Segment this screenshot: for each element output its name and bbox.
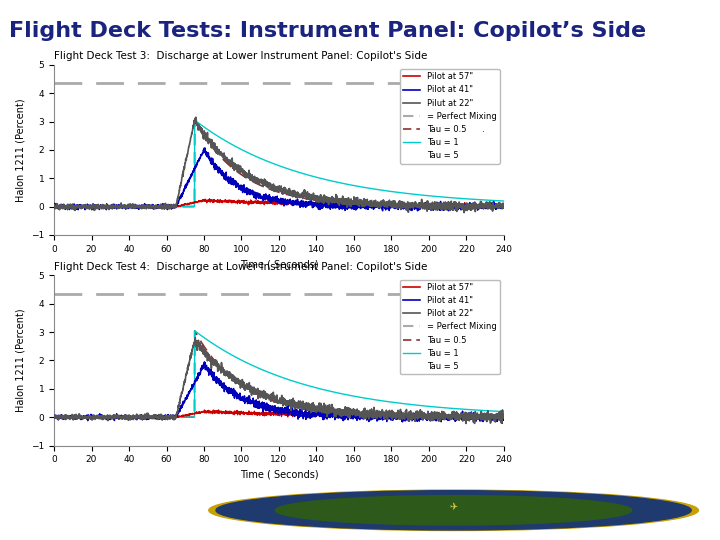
Text: Federal Aviation: Federal Aviation [504,501,600,510]
Text: Flight Deck Tests: Instrument Panel: Copilot’s Side: Flight Deck Tests: Instrument Panel: Cop… [9,21,646,41]
Circle shape [209,490,698,530]
Y-axis label: Halon 1211 (Percent): Halon 1211 (Percent) [15,98,25,201]
Text: Flight Deck Test 3:  Discharge at Lower Instrument Panel: Copilot's Side: Flight Deck Test 3: Discharge at Lower I… [54,51,428,61]
Legend: Pilot at 57", Pilot at 41", Pilut at 22", = Perfect Mixing, Tau = 0.5      ., Ta: Pilot at 57", Pilot at 41", Pilut at 22"… [400,69,500,164]
Circle shape [276,496,632,525]
Text: 26: 26 [665,501,688,519]
Text: 26: 26 [622,501,645,519]
Legend: Pilot at 57", Pilot at 41", Pilot at 22", = Perfect Mixing, Tau = 0.5, Tau = 1, : Pilot at 57", Pilot at 41", Pilot at 22"… [400,280,500,374]
Text: Halon 1211 Stratification in Aircraft: Halon 1211 Stratification in Aircraft [11,503,318,518]
X-axis label: Time ( Seconds): Time ( Seconds) [240,470,318,480]
Circle shape [216,491,691,530]
X-axis label: Time ( Seconds): Time ( Seconds) [240,259,318,269]
Text: Administration: Administration [504,516,592,526]
Text: Flight Deck Test 4:  Discharge at Lower Instrument Panel: Copilot's Side: Flight Deck Test 4: Discharge at Lower I… [54,262,428,272]
Y-axis label: Halon 1211 (Percent): Halon 1211 (Percent) [15,309,25,412]
Text: ✈: ✈ [449,502,458,512]
